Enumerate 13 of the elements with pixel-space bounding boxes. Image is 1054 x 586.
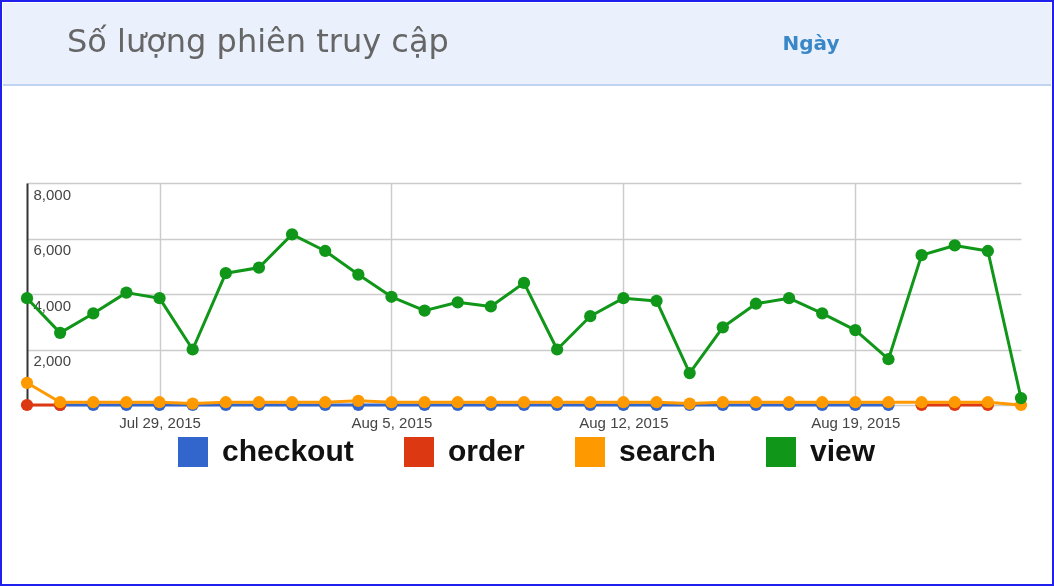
legend-label: checkout xyxy=(222,434,354,467)
legend-label: order xyxy=(448,434,526,467)
chart-title: Số lượng phiên truy cập xyxy=(67,22,449,60)
text: Ngày xyxy=(782,31,840,55)
y-tick-label: 2,000 xyxy=(33,352,72,369)
x-tick-label: Jul 29, 2015 xyxy=(119,413,201,431)
x-tick-label: Aug 19, 2015 xyxy=(811,413,901,431)
y-tick-label: 8,000 xyxy=(33,185,72,203)
legend-label: view xyxy=(810,434,876,467)
x-tick-label: Aug 12, 2015 xyxy=(579,413,669,431)
legend-label: search xyxy=(619,434,716,467)
y-tick-label: 6,000 xyxy=(33,241,72,258)
x-tick-label: Aug 5, 2015 xyxy=(351,413,433,431)
